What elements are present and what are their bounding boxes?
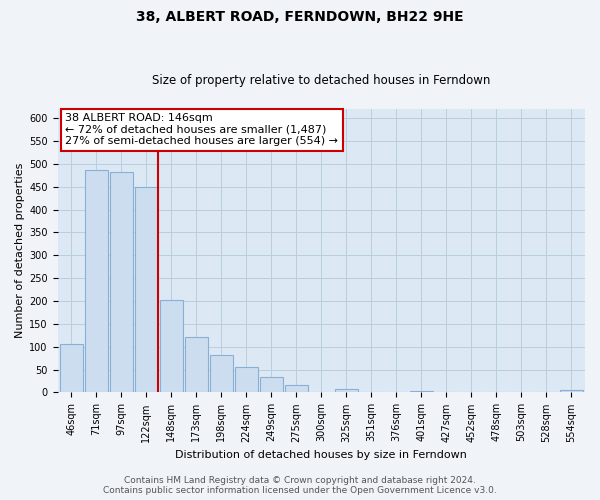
X-axis label: Distribution of detached houses by size in Ferndown: Distribution of detached houses by size …: [175, 450, 467, 460]
Bar: [285, 385, 308, 392]
Title: Size of property relative to detached houses in Ferndown: Size of property relative to detached ho…: [152, 74, 490, 87]
Bar: [210, 355, 233, 393]
Y-axis label: Number of detached properties: Number of detached properties: [15, 163, 25, 338]
Bar: [135, 186, 158, 392]
Bar: [235, 367, 257, 392]
Text: Contains HM Land Registry data © Crown copyright and database right 2024.
Contai: Contains HM Land Registry data © Crown c…: [103, 476, 497, 495]
Bar: [335, 389, 358, 392]
Bar: [560, 390, 583, 392]
Bar: [160, 300, 182, 392]
Bar: [260, 377, 283, 392]
Bar: [410, 391, 433, 392]
Bar: [185, 336, 208, 392]
Bar: [85, 170, 107, 392]
Bar: [60, 344, 83, 393]
Text: 38 ALBERT ROAD: 146sqm
← 72% of detached houses are smaller (1,487)
27% of semi-: 38 ALBERT ROAD: 146sqm ← 72% of detached…: [65, 114, 338, 146]
Text: 38, ALBERT ROAD, FERNDOWN, BH22 9HE: 38, ALBERT ROAD, FERNDOWN, BH22 9HE: [136, 10, 464, 24]
Bar: [110, 172, 133, 392]
